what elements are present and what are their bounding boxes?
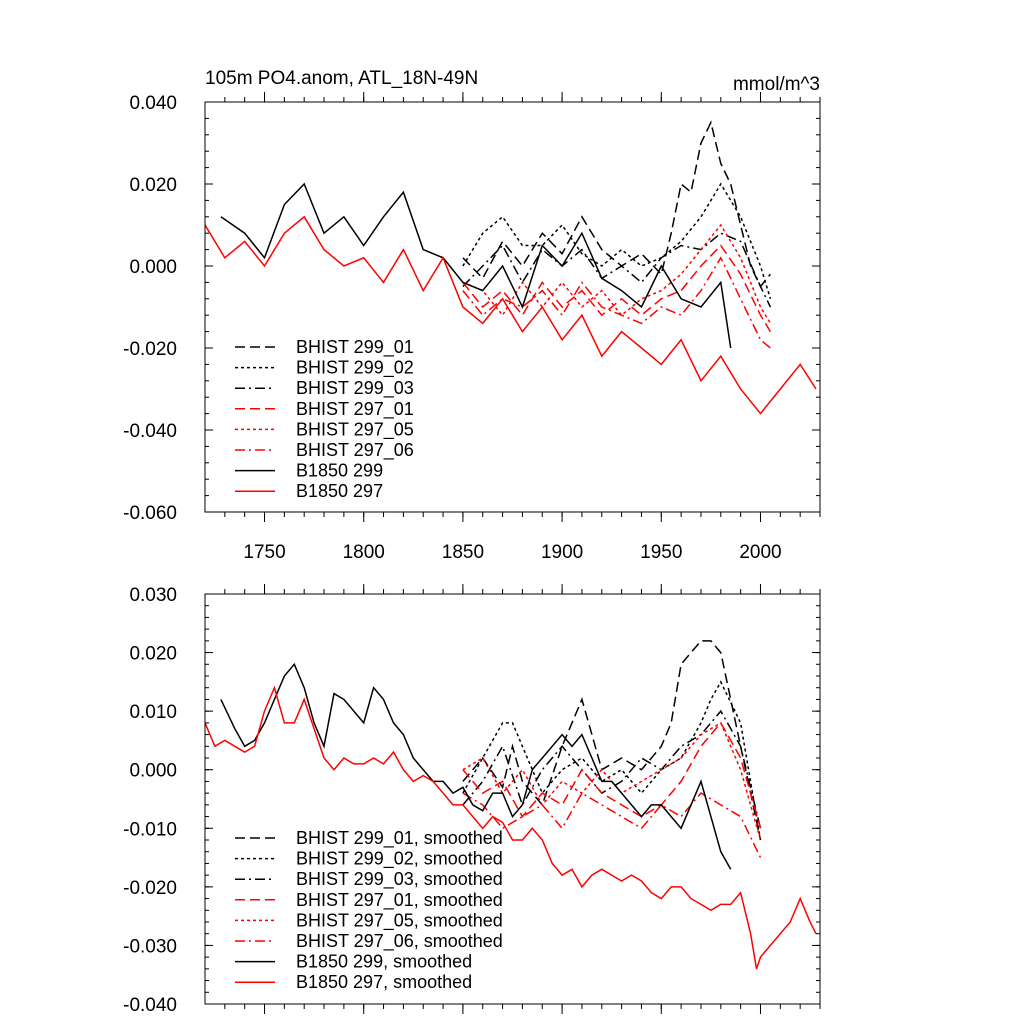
legend-label: B1850 299, smoothed	[296, 952, 472, 972]
top-panel-units: mmol/m^3	[733, 74, 820, 95]
series-line-2	[462, 680, 762, 841]
legend-label: BHIST 297_05, smoothed	[296, 910, 503, 931]
series-line-4	[462, 721, 762, 829]
legend-label: BHIST 299_02, smoothed	[296, 849, 503, 870]
y-tick-label: 0.020	[129, 644, 177, 665]
x-tick-label: 1950	[640, 542, 682, 563]
y-tick-label: -0.060	[123, 503, 177, 524]
x-tick-label: 1800	[343, 542, 385, 563]
y-tick-label: 0.000	[129, 257, 177, 278]
bottom-plot-frame	[204, 593, 821, 1005]
series-line-3	[462, 232, 772, 308]
x-tick-label: 1850	[442, 542, 484, 563]
series-line-2	[462, 182, 772, 300]
legend-label: B1850 297, smoothed	[296, 972, 472, 992]
legend-label: BHIST 299_03	[296, 378, 414, 399]
legend-label: BHIST 299_01	[296, 337, 414, 358]
x-tick-label: 2000	[739, 542, 781, 563]
y-tick-label: 0.040	[129, 93, 177, 114]
y-tick-label: 0.010	[129, 702, 177, 723]
series-line-6	[462, 792, 762, 858]
x-tick-label: 1750	[243, 542, 285, 563]
legend-label: BHIST 299_03, smoothed	[296, 869, 503, 890]
y-tick-label: 0.030	[129, 585, 177, 606]
top-series-group	[204, 120, 817, 415]
series-line-8	[204, 685, 817, 970]
y-tick-label: -0.040	[123, 995, 177, 1016]
top-panel: 105m PO4.anom, ATL_18N-49N mmol/m^3 -0.0…	[123, 68, 821, 563]
series-line-6	[462, 256, 771, 349]
y-tick-label: -0.020	[123, 339, 177, 360]
y-tick-label: -0.040	[123, 421, 177, 442]
legend-label: BHIST 299_01, smoothed	[296, 828, 503, 849]
legend-label: BHIST 297_01	[296, 399, 414, 420]
series-line-1	[462, 640, 762, 841]
legend-label: BHIST 299_02	[296, 358, 414, 379]
legend-label: BHIST 297_01, smoothed	[296, 890, 503, 911]
y-tick-label: -0.030	[123, 936, 177, 957]
series-line-7	[220, 182, 732, 349]
series-line-8	[204, 215, 817, 415]
y-tick-label: -0.010	[123, 819, 177, 840]
top-axis-ticks: -0.060 -0.040 -0.020 0.000 0.020 0.040 1750 180…	[123, 92, 821, 563]
bottom-axis-ticks: -0.040 -0.030 -0.020 -0.010 0.000 0.010 0.020 0…	[123, 584, 821, 1016]
y-tick-label: 0.020	[129, 175, 177, 196]
series-line-1	[462, 120, 771, 288]
legend-label: B1850 299	[296, 461, 383, 481]
top-plot-frame	[204, 101, 821, 513]
x-tick-label: 1900	[541, 542, 583, 563]
legend-label: BHIST 297_06, smoothed	[296, 931, 503, 952]
y-tick-label: 0.000	[129, 761, 177, 782]
legend-label: BHIST 297_05	[296, 419, 414, 440]
series-line-4	[462, 244, 772, 332]
series-line-3	[462, 709, 762, 829]
top-panel-title: 105m PO4.anom, ATL_18N-49N	[205, 68, 478, 89]
bottom-panel: -0.040 -0.030 -0.020 -0.010 0.000 0.010 0.020 0…	[123, 584, 821, 1016]
legend-label: BHIST 297_06	[296, 440, 414, 461]
bottom-series-group	[204, 640, 817, 970]
series-line-7	[220, 662, 732, 870]
y-tick-label: -0.020	[123, 878, 177, 899]
legend-label: B1850 297	[296, 481, 383, 501]
